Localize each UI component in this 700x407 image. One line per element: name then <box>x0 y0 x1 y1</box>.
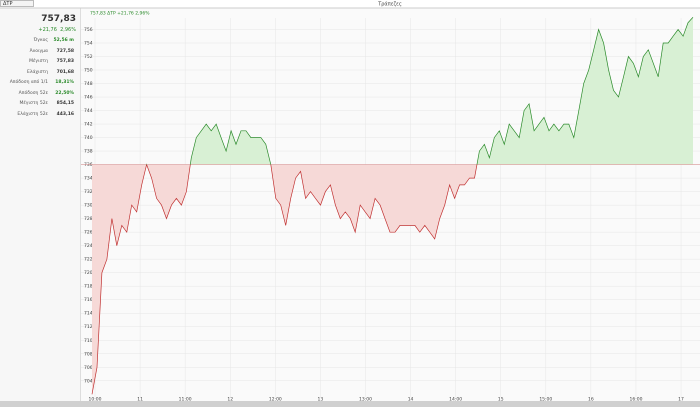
y-tick-label: 740 <box>84 135 93 141</box>
stat-row: Όγκος 52,56 m <box>0 38 78 46</box>
y-tick-label: 756 <box>84 27 93 33</box>
stat-value: 854,15 <box>56 101 74 106</box>
y-tick-label: 720 <box>84 270 93 276</box>
change-abs: +21,76 <box>38 27 57 33</box>
stat-label: Άνοιγμα <box>29 48 48 54</box>
y-tick-label: 752 <box>84 54 93 60</box>
chart-title: Τράπεζες <box>377 1 402 8</box>
stat-label: Απόδοση από 1/1 <box>9 80 48 85</box>
y-tick-label: 738 <box>84 149 93 155</box>
y-tick-label: 754 <box>84 40 93 46</box>
y-tick-label: 726 <box>84 230 93 236</box>
x-tick-label: 16 <box>588 397 594 403</box>
scrollbar[interactable] <box>0 401 700 407</box>
x-tick-label: 12:00 <box>269 397 282 403</box>
stat-value: 52,56 m <box>53 38 75 43</box>
stat-value: 727,58 <box>56 48 74 54</box>
y-tick-label: 716 <box>84 297 93 303</box>
stat-label: Απόδοση 52ε <box>18 90 48 96</box>
y-tick-label: 750 <box>84 68 93 74</box>
y-tick-label: 748 <box>84 81 93 87</box>
stat-row: Άνοιγμα 727,58 <box>0 49 78 57</box>
y-tick-label: 728 <box>84 216 93 222</box>
stat-label: Όγκος <box>33 38 48 43</box>
x-tick-label: 10:00 <box>89 397 102 403</box>
x-tick-label: 11:00 <box>179 397 192 403</box>
stat-value: 18,31% <box>55 80 74 85</box>
stat-row: Απόδοση 52ε 22,50% <box>0 91 78 99</box>
stat-value: 701,68 <box>56 69 74 75</box>
stat-value: 757,83 <box>56 59 74 64</box>
change: +21,76 2,96% <box>38 27 76 33</box>
x-tick-label: 12 <box>227 397 233 403</box>
stat-row: Μέγιστη 52ε 854,15 <box>0 101 78 109</box>
area-down <box>92 164 693 395</box>
y-tick-label: 722 <box>84 257 93 263</box>
y-tick-label: 744 <box>84 108 93 114</box>
x-tick-label: 11 <box>137 397 143 403</box>
stat-row: Ελάχιστη 701,68 <box>0 70 78 78</box>
y-tick-label: 704 <box>84 378 93 384</box>
price: 757,83 <box>41 14 76 24</box>
y-tick-label: 706 <box>84 365 93 371</box>
y-tick-label: 708 <box>84 351 93 357</box>
stat-row: Απόδοση από 1/1 18,31% <box>0 80 78 88</box>
x-tick-label: 13:00 <box>359 397 372 403</box>
y-tick-label: 714 <box>84 311 93 317</box>
x-tick-label: 15:00 <box>539 397 552 403</box>
stat-label: Ελάχιστη <box>26 69 48 75</box>
x-tick-label: 14 <box>408 397 414 403</box>
stat-value: 22,50% <box>55 90 74 96</box>
x-tick-label: 13 <box>318 397 324 403</box>
y-tick-label: 736 <box>84 162 93 168</box>
stat-label: Μέγιστη 52ε <box>19 101 48 106</box>
y-tick-label: 710 <box>84 338 93 344</box>
stat-row: Μέγιστη 757,83 <box>0 59 78 67</box>
y-tick-label: 730 <box>84 203 93 209</box>
stat-value: 443,16 <box>56 111 74 117</box>
tab[interactable]: ΔΤΡ <box>0 0 34 7</box>
y-tick-label: 746 <box>84 95 93 101</box>
x-tick-label: 16:00 <box>629 397 642 403</box>
stat-row: Ελάχιστη 52ε 443,16 <box>0 112 78 120</box>
stat-label: Μέγιστη <box>29 59 48 64</box>
stats-panel: 757,83 +21,76 2,96% Όγκος 52,56 m Άνοιγμα 7… <box>0 8 81 407</box>
y-tick-label: 742 <box>84 122 93 128</box>
price-line-up <box>146 17 694 165</box>
y-tick-label: 734 <box>84 176 93 182</box>
y-tick-label: 732 <box>84 189 93 195</box>
y-tick-label: 712 <box>84 324 93 330</box>
stat-label: Ελάχιστη 52ε <box>17 111 48 117</box>
x-tick-label: 14:00 <box>449 397 462 403</box>
y-tick-label: 718 <box>84 284 93 290</box>
y-tick-label: 724 <box>84 243 93 249</box>
chart-header: 757,83 ΔΤΡ +21,76 2,96% <box>90 11 150 17</box>
price-line-down <box>91 164 478 395</box>
x-tick-label: 17 <box>678 397 684 403</box>
x-tick-label: 15 <box>498 397 504 403</box>
change-pct: 2,96% <box>60 27 76 33</box>
